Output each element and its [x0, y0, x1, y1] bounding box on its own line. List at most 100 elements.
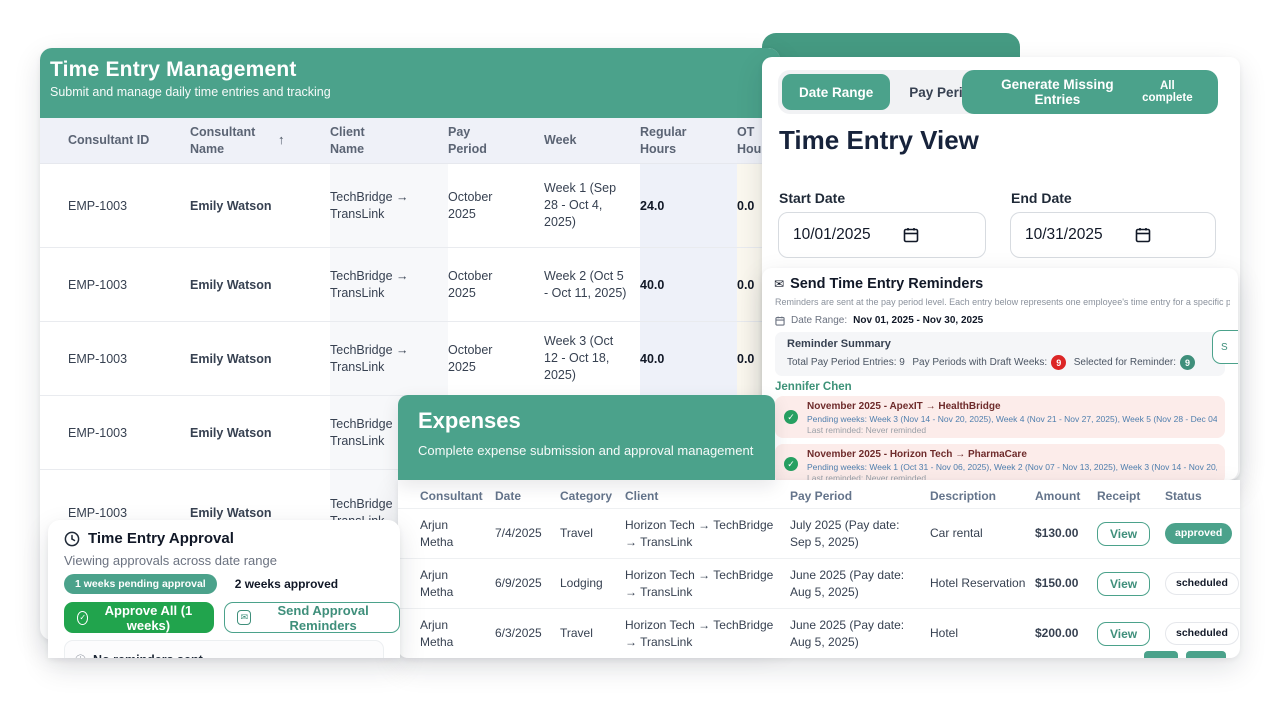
table-row[interactable]: EMP-1003 Emily Watson TechBridge → Trans…: [40, 164, 780, 248]
cell-pay-period: October 2025: [448, 342, 493, 374]
total-entries-stat: Total Pay Period Entries: 9: [787, 357, 905, 368]
calendar-icon: [775, 316, 785, 326]
cell-consultant-id: EMP-1003: [68, 198, 128, 213]
cell-week: Week 2 (Oct 5 - Oct 11, 2025): [544, 268, 627, 300]
time-entry-management-header: Time Entry Management Submit and manage …: [40, 48, 780, 118]
expenses-header: Expenses Complete expense submission and…: [398, 395, 775, 480]
cell-consultant-id: EMP-1003: [68, 351, 128, 366]
reminder-card-last-reminded: Last reminded: Never reminded: [807, 473, 927, 480]
cell-pay-period: June 2025 (Pay date: Aug 5, 2025): [790, 568, 905, 599]
cell-consultant-name: Emily Watson: [190, 277, 272, 292]
column-header-client-name[interactable]: Client Name: [330, 124, 365, 156]
cell-description: Hotel: [930, 626, 959, 641]
approval-subtitle: Viewing approvals across date range: [64, 553, 277, 568]
send-reminders-panel: ✉ Send Time Entry Reminders Reminders ar…: [762, 268, 1238, 480]
table-row[interactable]: Arjun Metha 6/9/2025 Lodging Horizon Tec…: [398, 558, 1240, 608]
view-receipt-button[interactable]: View: [1097, 571, 1151, 596]
column-header-consultant-id[interactable]: Consultant ID: [68, 133, 150, 148]
expenses-table-header: Consultant Date Category Client Pay Peri…: [398, 480, 1240, 508]
cell-category: Lodging: [560, 576, 603, 591]
start-date-input[interactable]: [793, 226, 893, 244]
cell-receipt: View: [1097, 559, 1165, 608]
column-header-pay-period[interactable]: Pay Period: [790, 488, 853, 503]
end-date-input[interactable]: [1025, 226, 1125, 244]
cell-consultant-id: EMP-1003: [68, 277, 128, 292]
status-badge: scheduled: [1165, 622, 1239, 645]
section-title: Time Entry View: [779, 125, 979, 155]
cell-pay-period: October 2025: [448, 189, 493, 221]
column-header-regular-hours[interactable]: Regular Hours: [640, 124, 687, 156]
cell-amount: $150.00: [1035, 576, 1079, 591]
cell-status: scheduled: [1165, 609, 1240, 658]
table-row[interactable]: Arjun Metha 7/4/2025 Travel Horizon Tech…: [398, 508, 1240, 558]
start-date-label: Start Date: [779, 190, 846, 206]
generate-missing-entries-button[interactable]: Generate Missing Entries All complete: [962, 70, 1218, 114]
check-circle-icon[interactable]: ✓: [784, 410, 798, 424]
table-row[interactable]: Arjun Metha 6/3/2025 Travel Horizon Tech…: [398, 608, 1240, 658]
tab-pay-period[interactable]: Pay Period: [909, 84, 980, 100]
cell-regular-hours: 40.0: [640, 248, 737, 321]
cell-consultant-name: Emily Watson: [190, 506, 272, 520]
generate-button-label: Generate Missing Entries: [1001, 77, 1114, 107]
cell-amount: $200.00: [1035, 626, 1079, 641]
reminder-card-pending-weeks: Pending weeks: Week 3 (Nov 14 - Nov 20, …: [807, 414, 1217, 424]
column-header-receipt[interactable]: Receipt: [1097, 488, 1141, 503]
check-circle-icon[interactable]: ✓: [784, 457, 798, 471]
time-entry-approval-panel: Time Entry Approval Viewing approvals ac…: [48, 520, 400, 658]
partial-cutoff-button[interactable]: [1144, 651, 1178, 658]
column-header-client[interactable]: Client: [625, 488, 659, 503]
view-receipt-button[interactable]: View: [1097, 621, 1151, 646]
expenses-table-panel: Consultant Date Category Client Pay Peri…: [398, 480, 1240, 658]
column-header-category[interactable]: Category: [560, 488, 613, 503]
reminders-description: Reminders are sent at the pay period lev…: [775, 297, 1230, 307]
cell-consultant-name: Emily Watson: [190, 351, 272, 366]
column-header-week[interactable]: Week: [544, 133, 577, 148]
reminder-summary-title: Reminder Summary: [787, 338, 891, 350]
column-header-status[interactable]: Status: [1165, 488, 1202, 503]
mail-icon: ✉: [237, 610, 252, 625]
sort-ascending-icon: ↑: [278, 132, 285, 148]
expenses-title: Expenses: [418, 408, 521, 433]
cell-status: scheduled: [1165, 559, 1240, 608]
partial-cutoff-button[interactable]: S: [1212, 330, 1238, 364]
cell-category: Travel: [560, 526, 593, 541]
cell-receipt: View: [1097, 509, 1165, 558]
cell-week: Week 1 (Sep 28 - Oct 4, 2025): [544, 181, 617, 229]
column-header-amount[interactable]: Amount: [1035, 488, 1081, 503]
partial-cutoff-button[interactable]: [1186, 651, 1226, 658]
consultant-group-label: Jennifer Chen: [775, 381, 852, 393]
reminder-card[interactable]: ✓ November 2025 - ApexIT → HealthBridge …: [775, 396, 1225, 438]
check-circle-icon: ✓: [77, 610, 89, 625]
cell-amount: $130.00: [1035, 526, 1079, 541]
table-row[interactable]: EMP-1003 Emily Watson TechBridge → Trans…: [40, 322, 780, 396]
cell-status: approved: [1165, 509, 1240, 558]
calendar-icon[interactable]: [903, 227, 919, 243]
cell-date: 6/3/2025: [495, 626, 542, 641]
date-range-value: Nov 01, 2025 - Nov 30, 2025: [853, 315, 984, 326]
cell-client-name: TechBridge → TransLink: [330, 396, 448, 469]
column-header-description[interactable]: Description: [930, 488, 997, 503]
clock-icon: [64, 531, 80, 546]
view-receipt-button[interactable]: View: [1097, 521, 1151, 546]
draft-weeks-badge: 9: [1051, 355, 1067, 370]
approve-all-button[interactable]: ✓ Approve All (1 weeks): [64, 602, 215, 633]
column-header-pay-period[interactable]: Pay Period: [448, 124, 487, 156]
table-row[interactable]: EMP-1003 Emily Watson TechBridge → Trans…: [40, 248, 780, 322]
column-header-consultant[interactable]: Consultant: [420, 488, 483, 503]
time-entry-table-header: Consultant ID Consultant Name ↑ Client Na…: [40, 118, 780, 164]
column-header-consultant-name[interactable]: Consultant Name ↑: [190, 124, 285, 156]
reminder-card-title: November 2025 - ApexIT → HealthBridge: [807, 401, 1001, 412]
cell-consultant-name: Emily Watson: [190, 198, 272, 213]
tab-date-range[interactable]: Date Range: [782, 74, 891, 110]
date-range-label: Date Range:: [791, 315, 848, 326]
calendar-icon[interactable]: [1135, 227, 1151, 243]
cell-consultant-id: EMP-1003: [68, 506, 128, 520]
reminder-card[interactable]: ✓ November 2025 - Horizon Tech → PharmaC…: [775, 444, 1225, 480]
column-header-date[interactable]: Date: [495, 488, 522, 503]
send-approval-reminders-button[interactable]: ✉ Send Approval Reminders: [224, 602, 400, 633]
reminder-card-title: November 2025 - Horizon Tech → PharmaCar…: [807, 449, 1027, 460]
cell-client-name: TechBridge → TransLink: [330, 164, 448, 247]
cell-client: Horizon Tech → TechBridge → TransLink: [625, 618, 774, 649]
cell-pay-period: July 2025 (Pay date: Sep 5, 2025): [790, 518, 900, 549]
